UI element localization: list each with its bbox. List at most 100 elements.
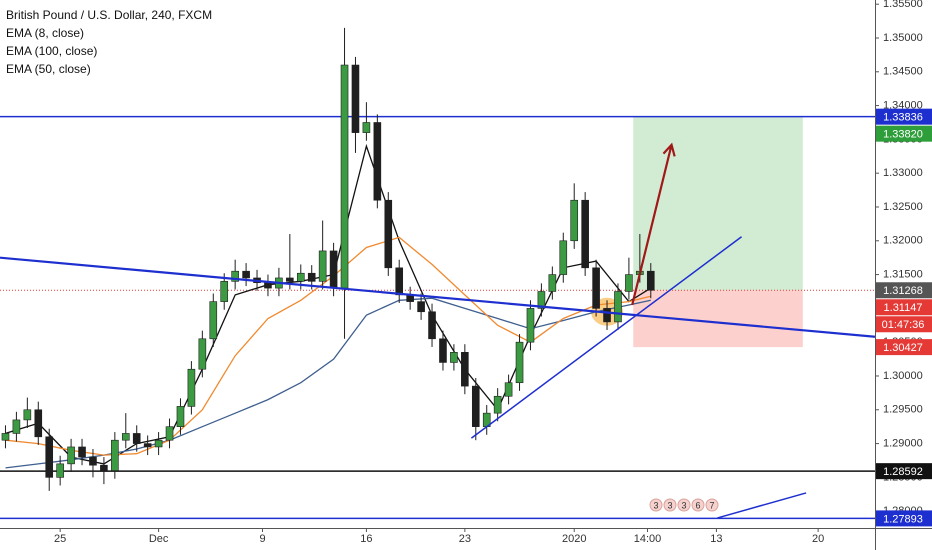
candle-body [592, 267, 600, 309]
x-tick-label: 13 [710, 533, 722, 545]
candle-body [603, 308, 611, 323]
candle-body [111, 439, 119, 471]
y-tick-label: 1.32500 [883, 201, 923, 213]
chart-title: British Pound / U.S. Dollar, 240, FXCM [6, 8, 212, 22]
event-marker [691, 498, 705, 512]
candle-body [154, 439, 163, 448]
candle-body [625, 274, 633, 292]
price-badge-label: 1.33836 [883, 112, 923, 124]
price-badge [876, 108, 932, 125]
x-tick-label: 14:00 [634, 533, 662, 545]
candle-body [493, 395, 502, 414]
candle-body [220, 281, 229, 302]
candle-body [428, 311, 436, 340]
candle-body [646, 270, 655, 291]
price-badge-label: 1.28592 [883, 466, 923, 478]
candle-body [340, 64, 349, 289]
candle-body [351, 64, 360, 133]
candle-body [34, 409, 43, 438]
overlay: British Pound / U.S. Dollar, 240, FXCM E… [6, 8, 719, 512]
y-tick-label: 1.31500 [883, 268, 923, 280]
candle-body [45, 436, 54, 478]
y-tick-label: 1.29000 [883, 437, 923, 449]
candle-body [209, 301, 218, 340]
candle-body [581, 199, 589, 269]
x-tick-label: 20 [812, 533, 824, 545]
axis-background [875, 0, 932, 550]
candle-body [362, 122, 371, 133]
countdown-label: 01:47:36 [882, 319, 925, 331]
price-badge [876, 282, 932, 299]
legend-entry: EMA (8, close) [6, 26, 84, 40]
candle-body [526, 308, 535, 343]
candle-body [143, 443, 152, 448]
candle-body [12, 419, 21, 434]
event-marker [649, 498, 663, 512]
candle-body [286, 277, 294, 282]
candle-body [570, 199, 579, 242]
candle-body [100, 464, 108, 471]
candle-body [176, 406, 185, 427]
price-badge-label: 1.31147 [884, 302, 923, 314]
candle-body [395, 267, 404, 296]
event-marker-label: 7 [709, 500, 714, 510]
candle-body [515, 341, 524, 384]
candle-body [56, 463, 64, 478]
candle-body [187, 368, 196, 407]
candle-body [559, 240, 568, 275]
candle-body [373, 122, 382, 201]
take-profit-zone [633, 116, 803, 291]
candle-body [296, 272, 305, 282]
candle-body [242, 270, 250, 279]
y-tick-label: 1.35000 [883, 32, 923, 44]
candle-body [67, 446, 75, 465]
countdown-badge [876, 316, 932, 333]
price-badge [876, 125, 932, 142]
price-badge [876, 299, 932, 316]
candle-body [132, 433, 141, 444]
x-tick-label: 25 [54, 533, 66, 545]
trendline [717, 492, 807, 519]
x-tick-label: 16 [360, 533, 372, 545]
trendline [0, 256, 875, 338]
candle-body [537, 291, 546, 309]
x-tick-label: 2020 [562, 533, 586, 545]
y-tick-label: 1.34500 [883, 66, 923, 78]
stop-loss-zone [633, 290, 803, 348]
candle-body [121, 433, 130, 441]
event-marker-label: 3 [653, 500, 658, 510]
legend-entry: EMA (100, close) [6, 44, 97, 58]
y-tick-label: 1.34000 [883, 99, 923, 111]
event-marker [705, 498, 719, 512]
y-tick-label: 1.30000 [883, 370, 923, 382]
event-marker-label: 6 [695, 500, 700, 510]
x-tick-label: 23 [459, 533, 471, 545]
candle-body [1, 433, 10, 441]
candle-body [548, 274, 557, 292]
candle-body [264, 282, 272, 289]
candle-body [471, 385, 480, 427]
price-badge [876, 339, 932, 356]
x-tick-label: 9 [259, 533, 265, 545]
candle-body [450, 352, 458, 363]
price-badge-label: 1.30427 [883, 342, 923, 354]
candle-body [89, 456, 97, 466]
y-tick-label: 1.32000 [883, 235, 923, 247]
price-badge-label: 1.33820 [883, 129, 923, 141]
price-badge [876, 510, 932, 527]
candle-body [231, 270, 239, 282]
candle-body [78, 446, 86, 458]
arrow [631, 142, 676, 306]
y-tick-label: 1.29500 [883, 404, 923, 416]
x-tick-label: Dec [149, 533, 169, 545]
candle-body [417, 301, 425, 313]
legend-entry: EMA (50, close) [6, 62, 91, 76]
candle-body [23, 409, 32, 421]
price-badge [876, 463, 932, 480]
event-marker-label: 3 [667, 500, 672, 510]
y-tick-label: 1.33000 [883, 167, 923, 179]
plot-area [0, 27, 875, 520]
